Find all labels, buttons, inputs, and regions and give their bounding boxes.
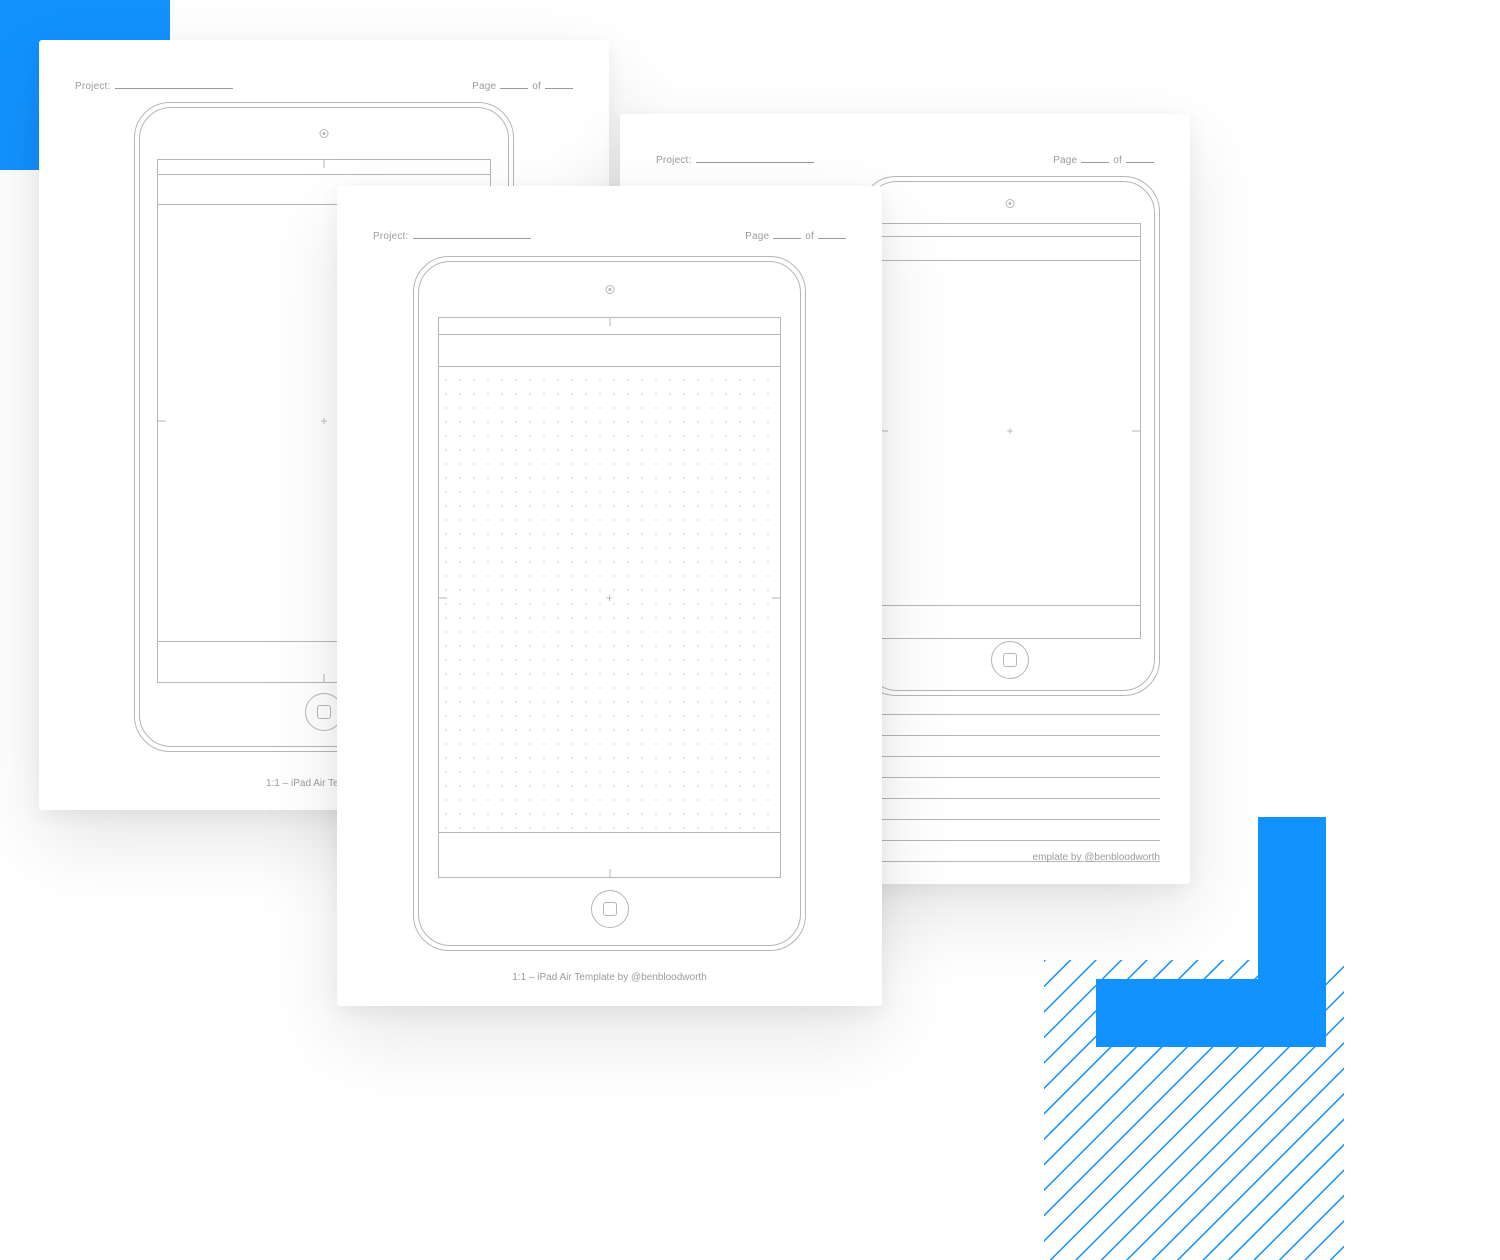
top-tick <box>324 160 325 168</box>
page-field: Page of <box>1053 154 1154 166</box>
right-tick <box>772 597 780 598</box>
project-field: Project: <box>75 80 233 92</box>
page-field: Page of <box>745 230 846 242</box>
ipad-screen: + <box>879 223 1141 639</box>
sheet-header: Project: Page of <box>75 80 573 92</box>
bottom-bar-line <box>439 832 780 833</box>
bottom-tick <box>324 674 325 682</box>
bottom-bar-line <box>880 605 1140 606</box>
page-total-underline <box>818 230 846 239</box>
home-button-icon <box>991 641 1029 679</box>
note-line <box>860 798 1160 799</box>
left-tick <box>439 597 447 598</box>
page-label: Page <box>472 81 496 92</box>
toolbar-line <box>439 366 780 367</box>
project-field: Project: <box>373 230 531 242</box>
project-underline <box>115 80 233 89</box>
page-number-underline <box>1081 154 1109 163</box>
ipad-frame: + <box>413 256 806 951</box>
note-line <box>860 714 1160 715</box>
project-underline <box>413 230 531 239</box>
page-label: Page <box>745 231 769 242</box>
left-tick <box>158 421 166 422</box>
accent-l-shape <box>1096 817 1326 1047</box>
center-crosshair-icon: + <box>606 591 613 605</box>
page-total-underline <box>545 80 573 89</box>
page-of-label: of <box>805 231 814 242</box>
status-bar-line <box>158 174 490 175</box>
page-total-underline <box>1126 154 1154 163</box>
note-line <box>860 777 1160 778</box>
note-line <box>860 735 1160 736</box>
center-crosshair-icon: + <box>320 414 327 428</box>
camera-icon <box>1006 199 1015 208</box>
top-tick <box>609 318 610 326</box>
project-field: Project: <box>656 154 814 166</box>
project-label: Project: <box>373 231 409 242</box>
home-button-icon <box>591 890 629 928</box>
right-tick <box>1132 431 1140 432</box>
template-sheet-front: Project: Page of + 1:1 – iPad Air Templa… <box>337 186 882 1006</box>
status-bar-line <box>880 236 1140 237</box>
page-field: Page of <box>472 80 573 92</box>
bottom-tick <box>609 869 610 877</box>
project-underline <box>696 154 814 163</box>
page-number-underline <box>500 80 528 89</box>
center-crosshair-icon: + <box>1006 424 1013 438</box>
toolbar-line <box>880 260 1140 261</box>
page-of-label: of <box>532 81 541 92</box>
camera-icon <box>320 129 329 138</box>
footer-credit: 1:1 – iPad Air Template by @benbloodwort… <box>337 972 882 983</box>
page-number-underline <box>773 230 801 239</box>
footer-handle: @benbloodworth <box>631 972 707 983</box>
ipad-screen: + <box>438 317 781 878</box>
page-of-label: of <box>1113 155 1122 166</box>
status-bar-line <box>439 334 780 335</box>
note-line <box>860 756 1160 757</box>
project-label: Project: <box>656 155 692 166</box>
ipad-frame: + <box>860 176 1160 696</box>
footer-prefix: 1:1 – iPad Air Template by <box>512 972 631 983</box>
project-label: Project: <box>75 81 111 92</box>
camera-icon <box>605 285 614 294</box>
sheet-header: Project: Page of <box>656 154 1154 166</box>
sheet-header: Project: Page of <box>373 230 846 242</box>
page-label: Page <box>1053 155 1077 166</box>
